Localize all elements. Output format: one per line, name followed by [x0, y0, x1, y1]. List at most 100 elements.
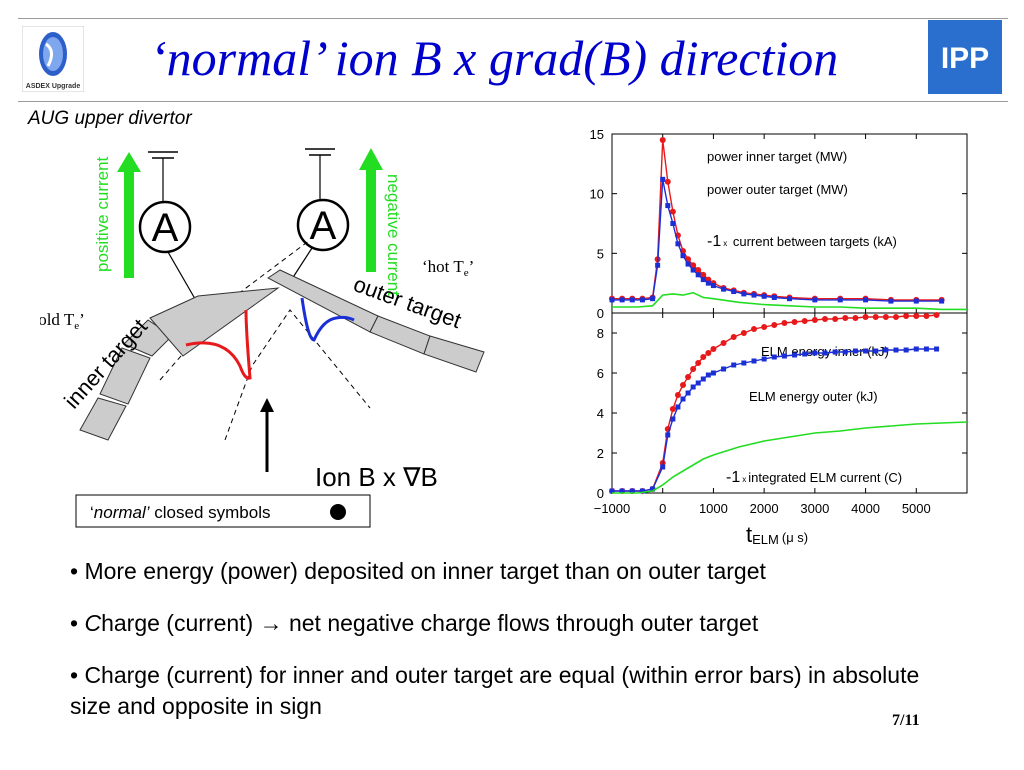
data-point: [690, 366, 697, 372]
data-point: [680, 253, 686, 259]
data-point: [685, 261, 691, 267]
data-point: [675, 241, 681, 247]
y-tick-label: 5: [597, 246, 604, 261]
slide-title: ‘normal’ ion B x grad(B) direction: [150, 30, 839, 86]
y-tick-label: 6: [597, 366, 604, 381]
data-point: [705, 280, 711, 286]
bullet-energy: • More energy (power) deposited on inner…: [70, 558, 766, 584]
data-point: [690, 262, 697, 269]
divertor-diagram: positive current negative current A A in…: [40, 148, 485, 528]
positive-current-arrow: [117, 152, 141, 278]
data-point: [781, 353, 787, 359]
data-point: [822, 350, 828, 356]
series-label: -1 x current between targets (kA): [707, 233, 897, 250]
x-tick-label: −1000: [594, 501, 631, 516]
data-point: [700, 277, 706, 283]
series-label: power inner target (MW): [707, 149, 847, 164]
data-point: [705, 372, 711, 378]
outer-ammeter-symbol: A: [310, 204, 337, 248]
data-point: [730, 334, 737, 340]
inner-ammeter: [138, 200, 192, 254]
data-point: [655, 262, 661, 268]
series-label: power outer target (MW): [707, 182, 848, 197]
series-line: [612, 179, 942, 302]
chart-panel-frame: [611, 312, 968, 494]
negative-current-label: negative current: [384, 174, 403, 296]
data-point: [791, 319, 798, 325]
series-line: [612, 291, 967, 311]
data-point: [761, 293, 767, 299]
outer-target-tile: [369, 315, 431, 355]
data-point: [680, 396, 686, 402]
top-rule: [18, 18, 1008, 19]
data-point: [710, 346, 717, 352]
data-point: [680, 382, 686, 388]
data-point: [792, 352, 798, 358]
data-point: [751, 358, 757, 364]
data-point: [832, 316, 839, 322]
data-point: [685, 390, 691, 396]
data-point: [771, 322, 778, 328]
y-tick-label: 4: [597, 406, 604, 421]
data-point: [675, 404, 681, 410]
outer-ammeter: [296, 198, 350, 252]
data-point: [700, 354, 707, 360]
elm-time-traces-chart: 0 5 10 15 power inner target (MW) power outer…: [590, 127, 968, 547]
asdex-upgrade-logo: ASDEX Upgrade: [22, 26, 84, 92]
outer-target-tile: [423, 335, 485, 373]
data-point: [802, 351, 808, 357]
data-point: [888, 298, 894, 304]
data-point: [674, 392, 681, 398]
data-point: [933, 312, 940, 318]
data-point: [639, 488, 645, 494]
page-number: 7/11: [892, 712, 920, 729]
x-tick-label: 3000: [800, 501, 829, 516]
data-point: [842, 315, 849, 321]
data-point: [873, 348, 879, 354]
data-point: [761, 356, 767, 362]
data-point: [731, 362, 737, 368]
data-point: [740, 330, 747, 336]
y-tick-label: 8: [597, 326, 604, 341]
subtitle: AUG upper divertor: [28, 108, 192, 129]
data-point: [923, 313, 930, 319]
data-point: [822, 316, 828, 322]
data-point: [751, 326, 757, 332]
inner-target-tile: [79, 397, 127, 441]
ipp-logo: IPP: [928, 20, 1002, 94]
data-point: [720, 340, 727, 346]
data-point: [665, 432, 671, 438]
legend-text: ‘normal’ closed symbols: [90, 503, 270, 522]
data-point: [629, 488, 635, 494]
data-point: [669, 208, 676, 215]
data-point: [650, 296, 656, 302]
cold-te-label: ‘cold Te’: [40, 310, 85, 332]
series-line: [612, 421, 968, 494]
data-point: [660, 176, 666, 182]
x-tick-label: 2000: [750, 501, 779, 516]
data-point: [832, 349, 838, 355]
data-point: [670, 416, 676, 422]
data-point: [913, 313, 920, 319]
data-point: [665, 203, 671, 209]
legend-box: [75, 494, 371, 528]
data-point: [903, 347, 909, 353]
data-point: [710, 370, 716, 376]
data-point: [781, 320, 788, 326]
data-point: [700, 271, 707, 278]
data-point: [705, 350, 712, 356]
data-point: [721, 366, 727, 372]
data-point: [893, 314, 899, 320]
data-point: [751, 292, 757, 298]
data-point: [700, 376, 706, 382]
inner-ammeter-symbol: A: [152, 206, 179, 250]
data-point: [639, 297, 645, 303]
data-point: [695, 267, 702, 274]
data-point: [609, 488, 615, 494]
data-point: [660, 464, 666, 470]
y-tick-label: 15: [590, 127, 604, 142]
series-label: -1 x integrated ELM current (C): [726, 469, 902, 486]
data-point: [852, 348, 858, 354]
data-point: [863, 297, 869, 303]
data-point: [934, 346, 940, 352]
